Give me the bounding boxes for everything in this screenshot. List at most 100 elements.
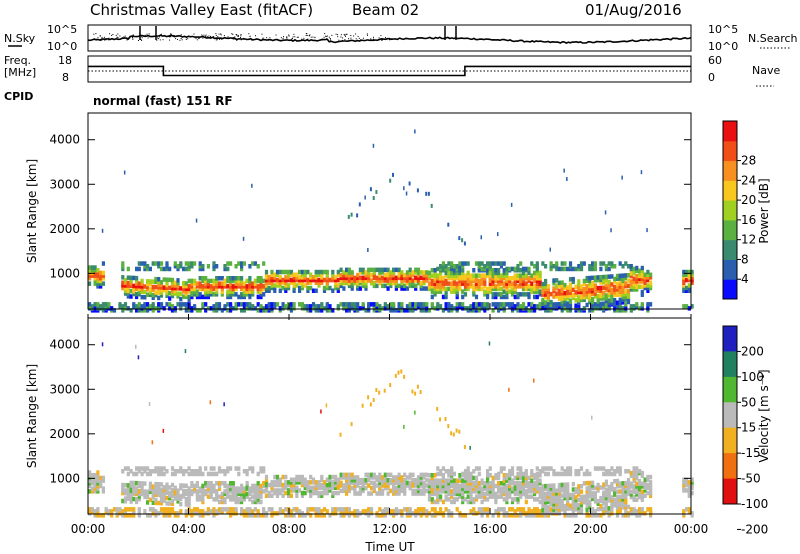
cell xyxy=(563,503,567,509)
noise-left-tick-bottom: 10^0 xyxy=(47,40,77,53)
cell xyxy=(135,486,139,491)
cell xyxy=(157,261,161,266)
cell xyxy=(251,489,255,494)
cell xyxy=(427,511,432,516)
cell xyxy=(447,486,451,491)
cell xyxy=(480,302,484,307)
cell xyxy=(574,495,578,500)
cell xyxy=(579,502,584,508)
cell xyxy=(179,469,183,474)
cell xyxy=(242,497,246,502)
cell xyxy=(126,493,130,499)
cell xyxy=(632,279,636,284)
cell xyxy=(400,509,404,514)
cell xyxy=(223,471,227,477)
cell xyxy=(217,483,222,489)
cell xyxy=(505,497,509,502)
cell xyxy=(588,278,592,283)
cell xyxy=(530,308,534,313)
nsearch-point xyxy=(132,34,134,36)
cell xyxy=(93,486,97,491)
cell xyxy=(571,500,575,506)
cell xyxy=(566,471,570,477)
cell xyxy=(466,469,470,474)
cell xyxy=(256,302,260,307)
cell xyxy=(201,489,205,494)
cell xyxy=(469,494,473,499)
cell xyxy=(466,286,470,292)
cell xyxy=(491,276,495,281)
nsearch-point xyxy=(121,37,123,39)
cell xyxy=(298,288,302,293)
cell xyxy=(604,264,608,269)
cell xyxy=(320,477,324,482)
cell xyxy=(217,306,222,311)
cell xyxy=(499,264,503,269)
nsearch-point xyxy=(307,35,309,36)
cell xyxy=(403,186,405,191)
cell xyxy=(610,503,614,508)
cell xyxy=(560,283,564,288)
cell xyxy=(416,270,421,275)
cell xyxy=(242,261,246,266)
cell xyxy=(383,306,387,311)
cell xyxy=(560,285,564,291)
cell xyxy=(469,475,473,481)
cell xyxy=(607,266,611,272)
cell xyxy=(649,507,653,512)
cell xyxy=(433,270,437,276)
cell xyxy=(602,290,606,296)
cell xyxy=(215,471,219,477)
cell xyxy=(356,302,360,307)
cell xyxy=(414,129,416,134)
cell xyxy=(494,292,498,297)
cell xyxy=(615,505,620,510)
cell xyxy=(613,469,617,474)
cell xyxy=(289,488,293,493)
cell xyxy=(369,485,374,491)
cell xyxy=(439,489,443,494)
cell xyxy=(217,469,222,474)
cell xyxy=(635,489,639,494)
cell xyxy=(646,474,650,480)
cell xyxy=(524,499,528,505)
cell xyxy=(165,282,169,288)
cell xyxy=(229,294,233,300)
nsearch-point xyxy=(326,38,328,40)
cell xyxy=(621,264,625,269)
cell xyxy=(215,302,219,307)
cell xyxy=(483,483,487,489)
cell xyxy=(358,202,361,207)
cell xyxy=(477,494,481,499)
cell xyxy=(486,483,490,489)
cell xyxy=(347,507,351,512)
cell xyxy=(538,499,542,505)
cell xyxy=(430,475,434,481)
cell xyxy=(408,267,412,273)
cell xyxy=(328,488,332,493)
cell xyxy=(541,494,545,500)
cell xyxy=(544,292,548,297)
cell xyxy=(143,264,147,269)
cell xyxy=(259,491,263,497)
cell xyxy=(372,480,376,486)
cell xyxy=(375,475,379,480)
cell xyxy=(510,466,515,471)
cell xyxy=(510,281,515,286)
cell xyxy=(436,481,440,486)
cell xyxy=(690,269,694,275)
cell xyxy=(275,302,280,307)
cell xyxy=(231,486,235,491)
cell xyxy=(533,264,537,269)
cell xyxy=(566,501,570,506)
cell xyxy=(588,266,592,272)
cell xyxy=(320,280,324,285)
cell xyxy=(610,505,614,511)
cell xyxy=(499,302,503,307)
cell xyxy=(367,491,371,496)
cell xyxy=(143,489,147,494)
cell xyxy=(472,497,476,502)
cell xyxy=(201,284,205,289)
cell xyxy=(436,278,440,284)
cell xyxy=(284,485,288,490)
